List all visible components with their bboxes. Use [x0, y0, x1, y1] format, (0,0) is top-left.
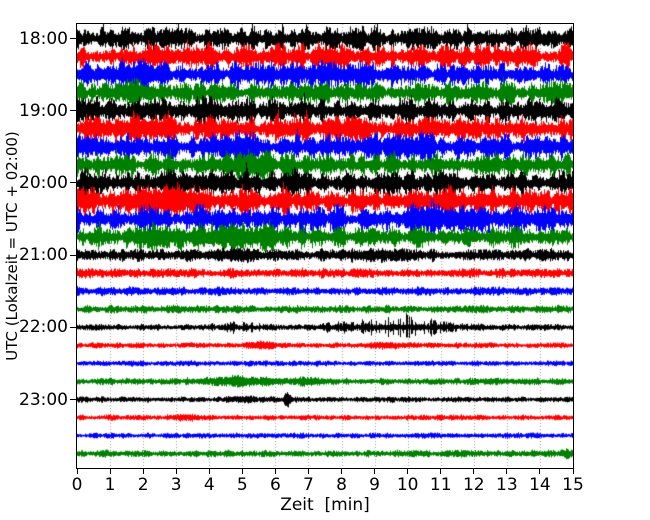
x-tick-mark	[473, 468, 475, 474]
x-tick-mark	[274, 468, 276, 474]
x-tick-label: 7	[303, 475, 314, 495]
y-tick-mark	[70, 38, 77, 39]
y-tick-mark	[70, 399, 77, 400]
x-tick-label: 15	[562, 475, 584, 495]
x-tick-label: 11	[429, 475, 452, 495]
x-tick-label: 10	[396, 475, 419, 495]
x-tick-mark	[440, 468, 442, 474]
x-tick-mark	[142, 468, 144, 474]
x-tick-label: 0	[71, 475, 83, 495]
x-tick-mark	[76, 468, 78, 474]
x-tick-label: 5	[236, 475, 248, 495]
x-tick-label: 12	[462, 475, 485, 495]
x-tick-mark	[407, 468, 409, 474]
x-tick-mark	[539, 468, 541, 474]
x-tick-mark	[175, 468, 177, 474]
y-tick-label: 21:00	[19, 245, 68, 266]
y-tick-label: 20:00	[19, 172, 68, 193]
x-tick-label: 8	[336, 475, 347, 495]
y-tick-mark	[70, 326, 77, 328]
x-tick-label: 4	[203, 475, 215, 495]
x-tick-label: 1	[104, 475, 116, 495]
x-tick-label: 3	[170, 475, 182, 495]
x-tick-mark	[307, 468, 309, 474]
y-tick-mark	[70, 182, 77, 184]
seismogram-traces-canvas	[77, 24, 573, 468]
x-tick-label: 14	[529, 475, 551, 495]
x-tick-label: 2	[137, 475, 149, 495]
x-tick-mark	[341, 468, 343, 474]
x-tick-mark	[572, 468, 574, 474]
y-tick-label: 18:00	[19, 28, 68, 49]
x-tick-mark	[374, 468, 376, 474]
x-tick-label: 6	[269, 475, 281, 495]
x-tick-mark	[109, 468, 111, 474]
x-tick-label: 13	[496, 475, 518, 495]
y-tick-label: 23:00	[19, 389, 68, 410]
x-tick-mark	[241, 468, 243, 474]
x-tick-label: 9	[369, 475, 380, 495]
plot-frame	[76, 23, 574, 469]
x-tick-mark	[208, 468, 210, 474]
y-tick-label: 19:00	[19, 100, 68, 121]
y-tick-label: 22:00	[19, 317, 68, 338]
x-axis-label: Zeit [min]	[280, 495, 370, 515]
y-tick-mark	[70, 254, 77, 256]
x-tick-mark	[506, 468, 508, 474]
y-tick-mark	[70, 110, 77, 112]
